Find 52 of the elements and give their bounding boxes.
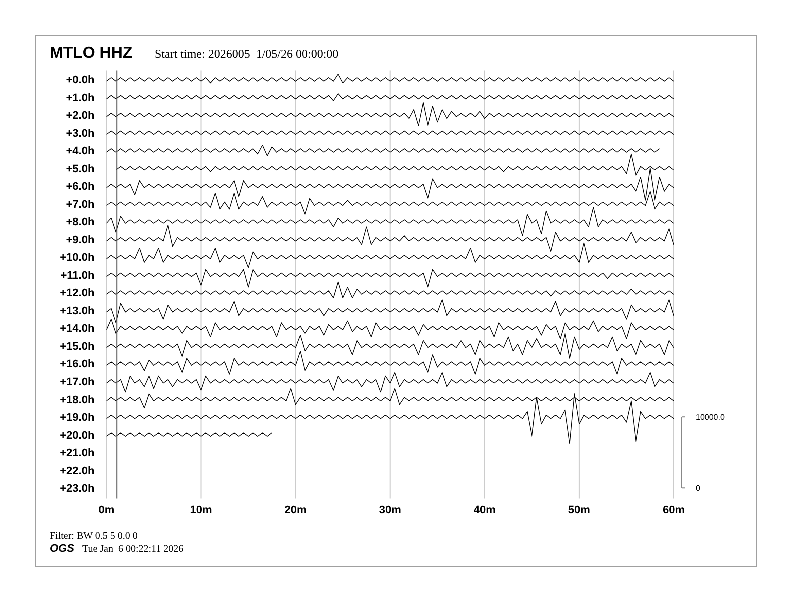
chart-subtitle: Start time: 2026005 1/05/26 00:00:00 [155,47,339,61]
y-tick-label: +7.0h [66,198,95,211]
line-series [106,224,674,252]
line-series [106,300,674,324]
y-tick-label: +14.0h [60,323,95,336]
y-tick-label: +12.0h [60,288,95,300]
y2-tick-label: 0 [696,484,701,493]
text: OGS [50,543,74,555]
x-tick-label: 0m [98,504,115,517]
y-tick-label: +17.0h [60,376,95,388]
line-series [106,242,674,268]
line-series [106,282,674,298]
y-tick-label: +11.0h [60,270,95,282]
x-tick-label: 20m [284,504,308,517]
x-tick-label: 50m [568,504,591,517]
x-tick-label: 60m [662,504,686,517]
y-tick-label: +15.0h [60,340,95,353]
y-tick-label: +2.0h [66,110,95,122]
text: Tue Jan 6 00:22:11 2026 [82,544,184,555]
chart-title: MTLO HHZ [50,45,133,63]
y-tick-label: +20.0h [60,430,95,442]
line-series [106,351,674,375]
text: Filter: BW 0.5 5 0.0 0 [50,531,138,543]
y-tick-label: +22.0h [60,465,95,478]
line-series [106,74,674,84]
y-tick-label: +3.0h [66,128,95,140]
y-tick-label: +6.0h [66,181,95,194]
line-series [106,372,674,393]
y-tick-label: +19.0h [60,412,95,424]
y-tick-label: +1.0h [66,92,95,104]
y2-tick-label: 10000.0 [696,412,726,422]
line-series [106,319,674,340]
y-tick-label: +8.0h [66,216,95,229]
y-tick-label: +9.0h [66,234,95,246]
line-series [106,145,660,156]
x-tick-label: 40m [474,504,496,517]
line-series [106,94,674,102]
x-tick-label: 10m [190,504,212,517]
y-tick-label: +23.0h [60,483,95,496]
line-series [106,333,674,359]
y-tick-label: +5.0h [66,163,95,176]
y-tick-label: +13.0h [60,305,95,318]
y-tick-label: +16.0h [60,358,95,371]
y-tick-label: +0.0h [66,74,95,87]
y-tick-label: +4.0h [66,146,95,158]
y-tick-label: +10.0h [60,252,95,264]
y-tick-label: +21.0h [60,448,95,460]
line-series [106,207,674,236]
x-tick-label: 30m [379,504,402,517]
y-tick-label: +18.0h [60,394,95,406]
line-series [106,102,674,126]
line-series [106,269,674,288]
